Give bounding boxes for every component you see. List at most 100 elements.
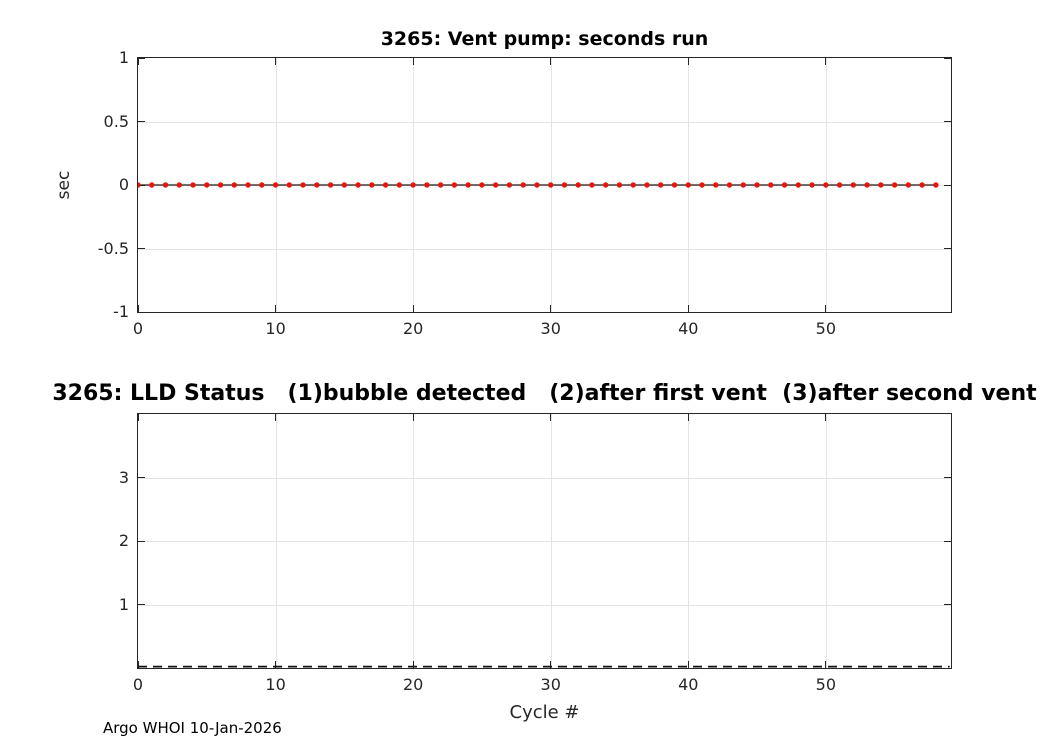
tick-mark — [944, 248, 951, 249]
data-point — [534, 182, 540, 188]
data-point — [327, 182, 334, 188]
data-point — [644, 182, 650, 188]
gridline-horizontal — [138, 604, 951, 606]
data-point — [217, 182, 224, 188]
tick-mark — [138, 311, 145, 313]
gridline-horizontal — [138, 477, 951, 479]
tick-mark — [275, 58, 277, 65]
data-point — [245, 182, 251, 188]
y-tick-label: -0.5 — [97, 238, 129, 258]
lld-status-plot-title: 3265: LLD Status (1)bubble detected (2)a… — [52, 380, 1037, 406]
tick-mark — [138, 540, 145, 542]
tick-mark — [138, 604, 145, 605]
tick-mark — [944, 57, 951, 59]
x-axis-label-cycle: Cycle # — [509, 702, 580, 723]
data-point — [658, 182, 664, 188]
data-point — [382, 182, 389, 188]
data-point — [479, 182, 485, 188]
data-point — [465, 182, 471, 188]
tick-mark — [137, 305, 139, 312]
y-tick-label: 3 — [118, 467, 129, 487]
y-tick-label: 0 — [118, 175, 129, 194]
data-point — [726, 182, 733, 188]
data-point — [781, 182, 788, 188]
data-point — [437, 182, 444, 188]
data-point — [603, 182, 609, 188]
tick-mark — [138, 248, 145, 249]
tick-mark — [137, 661, 139, 668]
tick-mark — [412, 414, 414, 421]
x-tick-label: 10 — [265, 319, 286, 338]
y-tick-label: 1 — [118, 48, 129, 67]
data-point — [204, 182, 210, 188]
data-point — [410, 182, 416, 188]
gridline-horizontal — [138, 121, 951, 123]
data-point — [176, 182, 182, 188]
tick-mark — [137, 58, 139, 65]
data-point — [231, 182, 237, 188]
tick-mark — [138, 57, 145, 59]
y-tick-label: -1 — [113, 302, 129, 321]
data-point — [905, 182, 912, 188]
x-tick-label: 20 — [402, 319, 424, 338]
tick-mark — [550, 305, 552, 312]
data-point — [138, 182, 141, 188]
tick-mark — [138, 121, 145, 122]
x-tick-label: 0 — [132, 675, 144, 694]
data-point — [575, 182, 581, 188]
data-point — [506, 182, 513, 188]
tick-mark — [944, 540, 951, 542]
data-point — [754, 182, 760, 188]
plot-data-layer — [138, 665, 950, 668]
tick-mark — [412, 58, 414, 65]
data-point — [286, 182, 293, 188]
tick-mark — [944, 311, 951, 313]
data-point — [823, 182, 829, 188]
data-point — [630, 182, 636, 188]
data-point — [162, 182, 169, 188]
data-point — [424, 182, 430, 188]
tick-mark — [137, 414, 139, 421]
tick-mark — [687, 414, 689, 421]
tick-mark — [138, 477, 145, 478]
gridline-horizontal — [138, 541, 951, 542]
x-tick-label: 40 — [678, 675, 699, 694]
x-tick-label: 50 — [815, 675, 836, 694]
tick-mark — [412, 661, 414, 668]
x-tick-label: 20 — [402, 675, 424, 694]
data-point — [919, 182, 925, 188]
tick-mark — [944, 477, 951, 478]
plot-data-layer — [138, 182, 939, 188]
data-point — [149, 182, 155, 188]
tick-mark — [412, 305, 414, 312]
data-point — [768, 182, 774, 188]
tick-mark — [825, 58, 827, 65]
data-point — [616, 182, 623, 188]
data-point — [864, 182, 870, 188]
tick-mark — [944, 184, 951, 186]
tick-mark — [825, 414, 827, 421]
x-tick-label: 0 — [132, 319, 144, 338]
data-point — [561, 182, 568, 188]
data-point — [259, 182, 265, 188]
data-point — [396, 182, 403, 188]
data-point — [809, 182, 815, 188]
tick-mark — [944, 604, 951, 605]
data-point — [355, 182, 361, 188]
tick-mark — [944, 121, 951, 122]
vent-pump-plot-title: 3265: Vent pump: seconds run — [380, 28, 709, 51]
data-point — [699, 182, 705, 188]
x-tick-label: 40 — [678, 319, 699, 338]
data-point — [300, 182, 306, 188]
vent-pump-plot: 3265: Vent pump: seconds run sec 0 10 20 30… — [54, 29, 952, 337]
tick-mark — [825, 305, 827, 312]
tick-mark — [275, 661, 277, 668]
data-point — [685, 182, 691, 188]
tick-mark — [550, 58, 552, 65]
data-point — [492, 182, 499, 188]
data-point — [272, 182, 279, 188]
data-point — [451, 182, 458, 188]
data-point — [713, 182, 719, 188]
data-point — [341, 182, 348, 188]
